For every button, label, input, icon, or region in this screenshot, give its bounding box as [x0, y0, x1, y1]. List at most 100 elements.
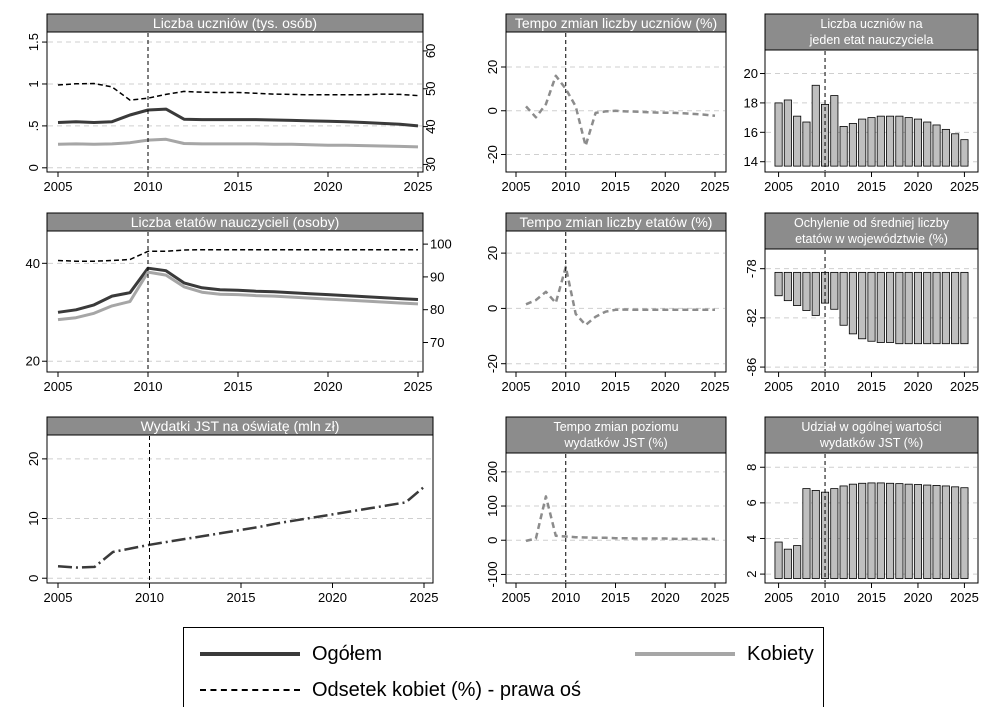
- bar: [867, 117, 876, 167]
- bar: [774, 541, 783, 579]
- plot-frame: [46, 434, 434, 584]
- y-tick-label: 6: [744, 499, 759, 506]
- panel-title-line: Wydatki JST na oświatę (mln zł): [141, 418, 340, 434]
- panel-title-line: jeden etat nauczyciela: [809, 33, 934, 47]
- bar: [941, 485, 950, 579]
- panel-uczniowie_na_etat: Liczba uczniów na jeden etat nauczyciela 1…: [744, 13, 979, 194]
- bar: [783, 99, 792, 167]
- y-tick-label: -82: [744, 308, 759, 327]
- y-tick-label: 0: [26, 164, 41, 171]
- y-tick-label: 20: [485, 60, 500, 74]
- bar: [960, 271, 969, 345]
- bar: [932, 485, 941, 579]
- x-tick-label: 2010: [811, 590, 840, 605]
- bar: [895, 483, 904, 579]
- y-tick-label: 4: [744, 535, 759, 542]
- x-tick-label: 2005: [502, 179, 531, 194]
- x-tick-label: 2020: [904, 379, 933, 394]
- y-tick-label: 0: [485, 107, 500, 114]
- panel-ochylenie: Ochylenie od średniej liczby etatów w woj…: [744, 212, 979, 394]
- y2-tick-label: 80: [430, 302, 444, 317]
- panel-title-line: Tempo zmian liczby uczniów (%): [515, 15, 717, 31]
- y2-tick-label: 90: [430, 269, 444, 284]
- x-tick-label: 2015: [601, 379, 630, 394]
- bar: [802, 121, 811, 167]
- y-tick-label: 20: [744, 66, 758, 81]
- series-line-2: [57, 248, 418, 262]
- series-line-2: [57, 82, 419, 101]
- panel-etaty: Liczba etatów nauczycieli (osoby) 20 40 70 8…: [26, 212, 452, 394]
- y-tick-label: -20: [485, 145, 500, 164]
- bar: [941, 271, 950, 345]
- x-tick-label: 2010: [135, 590, 164, 605]
- y-tick-label: -86: [744, 358, 759, 377]
- y-tick-label: 0: [485, 305, 500, 312]
- panel-header: [764, 212, 979, 250]
- y-tick-label: 2: [744, 570, 759, 577]
- bar: [886, 482, 895, 579]
- bar: [904, 483, 913, 579]
- panel-tempo_uczniow: Tempo zmian liczby uczniów (%) -20 0 20 2005…: [485, 13, 729, 194]
- x-tick-label: 2025: [950, 179, 979, 194]
- series-line-0: [525, 495, 715, 543]
- panel-title-line: Liczba uczniów na: [820, 17, 922, 31]
- series-line-0: [525, 74, 716, 148]
- panel-title-line: etatów w województwie (%): [795, 232, 948, 246]
- y2-tick-label: 50: [423, 82, 438, 96]
- bar: [876, 271, 885, 343]
- legend-swatch-odsetek: [200, 689, 300, 691]
- bar: [960, 487, 969, 579]
- series-line-0: [57, 485, 425, 569]
- bar: [811, 489, 820, 579]
- bar: [904, 117, 913, 167]
- bar: [774, 102, 783, 167]
- bar: [904, 271, 913, 345]
- x-tick-label: 2025: [950, 590, 979, 605]
- x-tick-label: 2010: [551, 179, 580, 194]
- legend-item-kobiety: Kobiety: [635, 643, 815, 665]
- bar: [923, 121, 932, 167]
- bar: [876, 482, 885, 579]
- panel-udzial: Udział w ogólnej wartości wydatków JST (%…: [744, 416, 979, 605]
- bar: [793, 115, 802, 167]
- bar: [941, 128, 950, 167]
- bar: [923, 271, 932, 345]
- x-tick-label: 2020: [904, 179, 933, 194]
- bar: [913, 484, 922, 579]
- x-tick-label: 2010: [811, 179, 840, 194]
- y-tick-label: 40: [26, 256, 40, 271]
- x-tick-label: 2005: [502, 590, 531, 605]
- legend-label-odsetek: Odsetek kobiet (%) - prawa oś: [312, 679, 581, 701]
- bar: [848, 271, 857, 335]
- x-tick-label: 2015: [601, 179, 630, 194]
- y-tick-label: -100: [485, 561, 500, 587]
- series-line-0: [57, 107, 419, 128]
- x-tick-label: 2015: [227, 590, 256, 605]
- bar: [932, 271, 941, 345]
- x-tick-label: 2015: [224, 379, 253, 394]
- legend-swatch-ogolem: [200, 652, 300, 656]
- y-tick-label: 14: [744, 154, 758, 169]
- plot-frame: [505, 31, 727, 173]
- series-line-0: [525, 265, 715, 327]
- bar: [951, 486, 960, 579]
- y-tick-label: 1: [26, 80, 41, 87]
- bar: [858, 271, 867, 340]
- y-tick-label: 200: [485, 461, 500, 483]
- bar: [830, 271, 839, 310]
- x-tick-label: 2025: [701, 590, 730, 605]
- x-tick-label: 2015: [857, 379, 886, 394]
- panel-tempo_etatow: Tempo zmian liczby etatów (%) -20 0 20 2005 2…: [485, 212, 729, 394]
- bar: [830, 95, 839, 167]
- x-tick-label: 2020: [651, 590, 680, 605]
- figure-panels: Liczba uczniów (tys. osób)0.511.53040506…: [26, 13, 979, 605]
- x-tick-label: 2020: [314, 179, 343, 194]
- bar: [960, 139, 969, 167]
- y-tick-label: 16: [744, 125, 758, 140]
- x-tick-label: 2015: [857, 179, 886, 194]
- legend-swatch-kobiety: [635, 652, 735, 656]
- bar: [848, 483, 857, 579]
- y-tick-label: .5: [26, 120, 41, 131]
- x-tick-label: 2005: [502, 379, 531, 394]
- bar: [839, 126, 848, 167]
